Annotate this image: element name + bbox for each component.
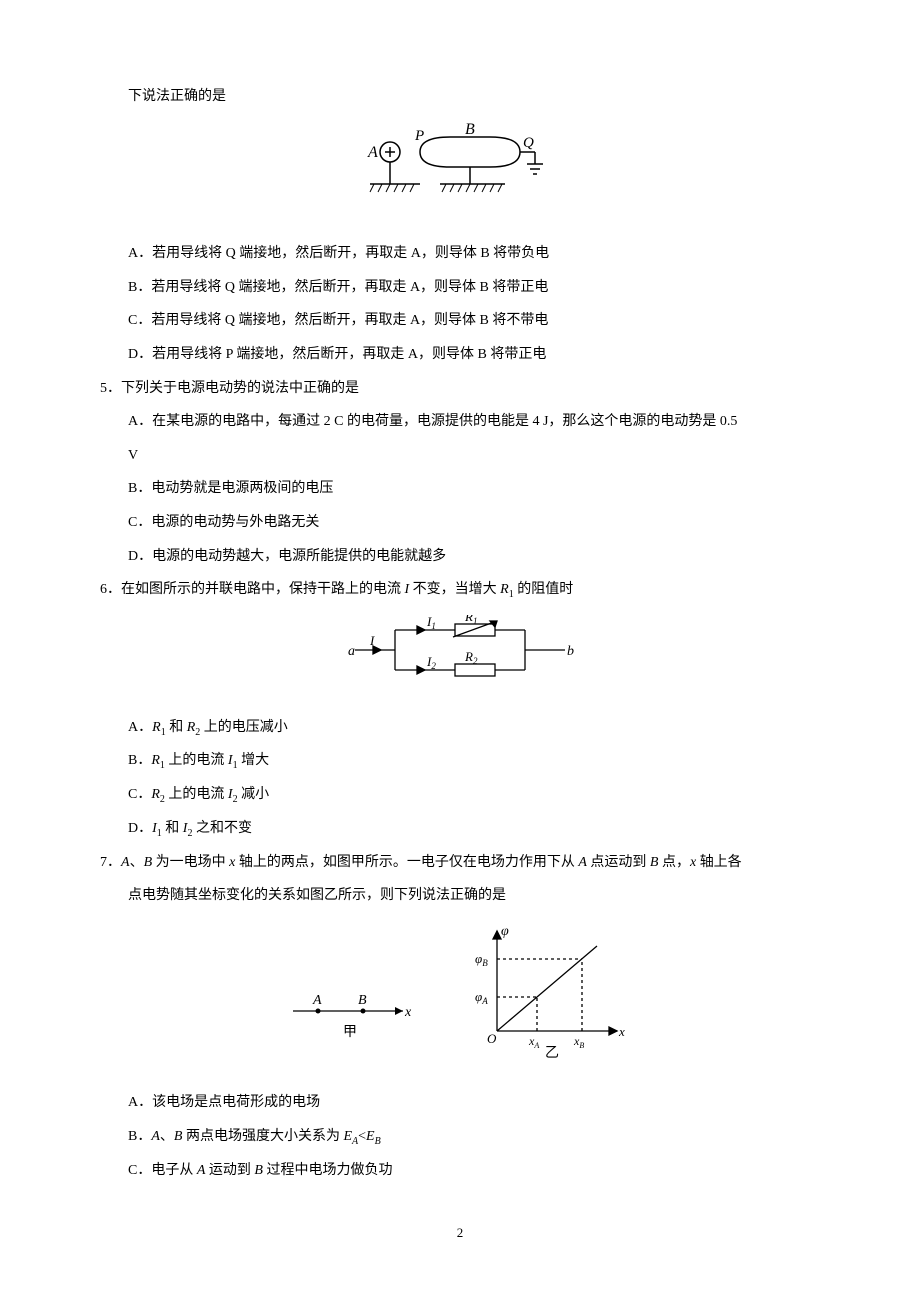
fig-q7r-xA: xA: [528, 1034, 539, 1050]
fig-q6-label-I1: I1: [426, 615, 436, 631]
q4-optC: C．若用导线将 Q 端接地，然后断开，再取走 A，则导体 B 将不带电: [100, 304, 820, 338]
fig-q6-label-R2: R2: [464, 649, 478, 666]
intro-line: 下说法正确的是: [100, 80, 820, 114]
q5-optB: B．电动势就是电源两极间的电压: [100, 472, 820, 506]
figure-q6: a b I I1 I2 R1 R2: [100, 615, 820, 699]
fig1-label-A: A: [367, 144, 378, 161]
figure-q7-right-svg: φ φB φA O xA xB x 乙: [467, 921, 637, 1061]
q6-stem: 6．在如图所示的并联电路中，保持干路上的电流 I 不变，当增大 R1 的阻值时: [100, 573, 820, 607]
q7-stem-line2: 点电势随其坐标变化的关系如图乙所示，则下列说法正确的是: [100, 879, 820, 913]
figure-q4: A P B Q: [100, 122, 820, 226]
fig-q6-label-I: I: [369, 633, 375, 648]
page-number: 2: [100, 1217, 820, 1248]
q7-optC: C．电子从 A 运动到 B 过程中电场力做负功: [100, 1154, 820, 1188]
fig-q7r-O: O: [487, 1031, 497, 1046]
q7-optA: A．该电场是点电荷形成的电场: [100, 1086, 820, 1120]
fig-q6-label-a: a: [348, 644, 355, 659]
fig-q6-label-b: b: [567, 644, 574, 659]
q7-stem-line1: 7．A、B 为一电场中 x 轴上的两点，如图甲所示。一电子仅在电场力作用下从 A…: [100, 846, 820, 880]
q5-optC: C．电源的电动势与外电路无关: [100, 506, 820, 540]
fig-q7r-caption: 乙: [545, 1045, 559, 1061]
q7-optB: B．A、B 两点电场强度大小关系为 EA<EB: [100, 1120, 820, 1154]
q4-optB: B．若用导线将 Q 端接地，然后断开，再取走 A，则导体 B 将带正电: [100, 271, 820, 305]
fig1-label-Q: Q: [523, 135, 534, 151]
fig-q6-label-I2: I2: [426, 654, 436, 671]
fig-q7l-A: A: [312, 993, 322, 1008]
figure-q7: A B x 甲 φ φB φA O xA: [100, 921, 820, 1075]
fig-q7l-x: x: [404, 1005, 412, 1020]
q4-optA: A．若用导线将 Q 端接地，然后断开，再取走 A，则导体 B 将带负电: [100, 237, 820, 271]
q6-optD: D．I1 和 I2 之和不变: [100, 812, 820, 846]
fig-q7r-phi: φ: [501, 924, 509, 939]
q5-stem: 5．下列关于电源电动势的说法中正确的是: [100, 372, 820, 406]
fig-q7r-x: x: [618, 1024, 625, 1039]
fig1-label-B: B: [465, 122, 475, 138]
fig1-label-P: P: [414, 128, 424, 144]
q6-optC: C．R2 上的电流 I2 减小: [100, 778, 820, 812]
fig-q7r-xB: xB: [573, 1034, 584, 1050]
q5-optA-line2: V: [100, 439, 820, 473]
fig-q7l-caption: 甲: [343, 1025, 357, 1040]
q6-optA: A．R1 和 R2 上的电压减小: [100, 711, 820, 745]
figure-q6-svg: a b I I1 I2 R1 R2: [345, 615, 575, 685]
q5-optD: D．电源的电动势越大，电源所能提供的电能就越多: [100, 540, 820, 574]
fig-q7l-B: B: [358, 993, 367, 1008]
page: 下说法正确的是 A P B Q: [0, 0, 920, 1289]
fig-q7r-phiB: φB: [475, 951, 488, 968]
figure-q7-left-svg: A B x 甲: [283, 971, 423, 1061]
fig-q7r-phiA: φA: [475, 989, 488, 1006]
figure-q4-svg: A P B Q: [360, 122, 560, 212]
q6-optB: B．R1 上的电流 I1 增大: [100, 744, 820, 778]
q4-optD: D．若用导线将 P 端接地，然后断开，再取走 A，则导体 B 将带正电: [100, 338, 820, 372]
q5-optA-line1: A．在某电源的电路中，每通过 2 C 的电荷量，电源提供的电能是 4 J，那么这…: [100, 405, 820, 439]
